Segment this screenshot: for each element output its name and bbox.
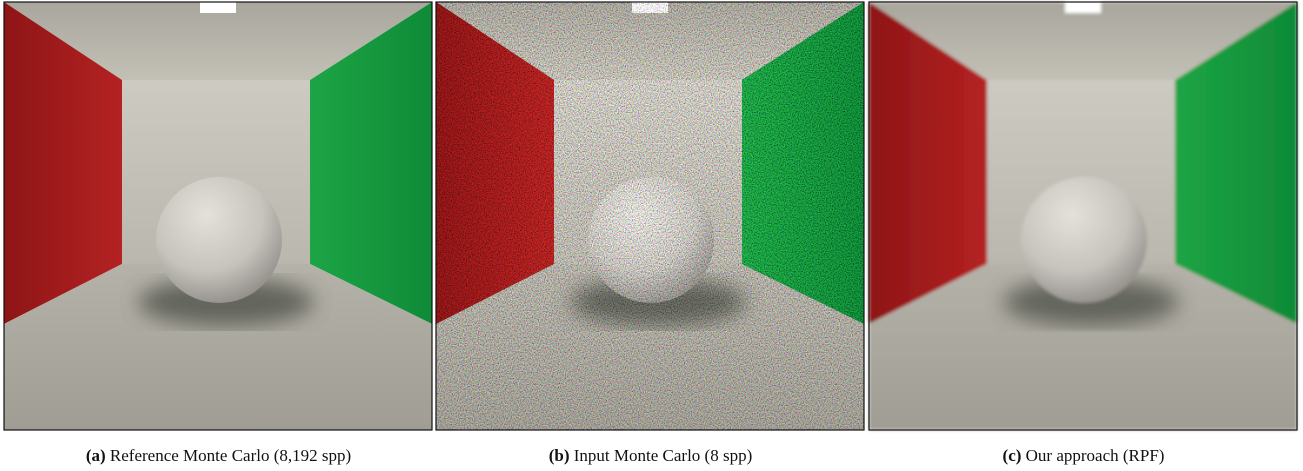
page: (a) Reference Monte Carlo (8,192 spp) (b)… <box>0 0 1303 471</box>
cornell-box <box>869 2 1297 430</box>
caption-label: (c) <box>1003 446 1022 465</box>
caption: (b) Input Monte Carlo (8 spp) <box>549 446 753 465</box>
cornell-box <box>436 2 864 430</box>
caption-text: Our approach (RPF) <box>1026 446 1165 465</box>
render-image <box>436 2 864 430</box>
render-image <box>4 2 432 430</box>
caption-text: Input Monte Carlo (8 spp) <box>574 446 752 465</box>
caption: (c) Our approach (RPF) <box>1003 446 1165 465</box>
render-panel <box>436 2 864 430</box>
caption-label: (a) <box>86 446 106 465</box>
caption-label: (b) <box>549 446 570 465</box>
render-panel <box>4 2 432 430</box>
caption-text: Reference Monte Carlo (8,192 spp) <box>110 446 351 465</box>
caption: (a) Reference Monte Carlo (8,192 spp) <box>86 446 351 465</box>
render-panel <box>869 2 1297 430</box>
figure: (a) Reference Monte Carlo (8,192 spp) (b)… <box>0 0 1303 471</box>
cornell-box <box>4 2 432 430</box>
render-image <box>869 2 1297 430</box>
